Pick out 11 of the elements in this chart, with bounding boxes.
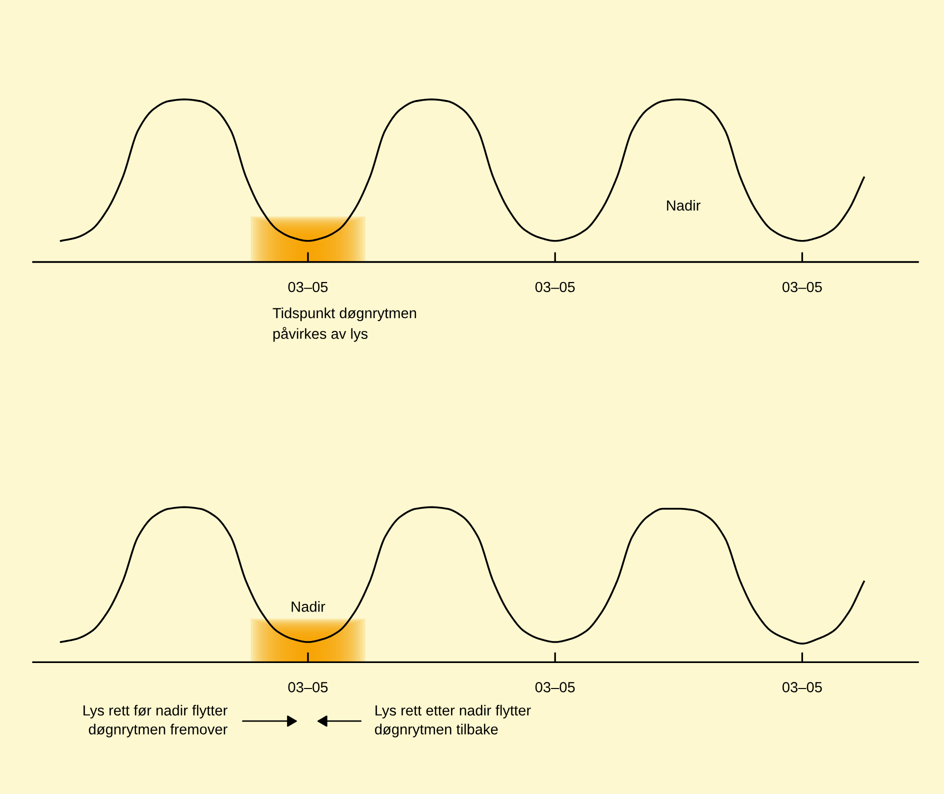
x-tick-label: 03–05 bbox=[288, 282, 328, 292]
text: Lys rett før nadir flytter døgnrytmen fremover bbox=[84, 704, 228, 738]
x-tick-label: 03–05 bbox=[288, 682, 328, 692]
annotation: Nadir bbox=[292, 601, 326, 612]
annotation: Nadir bbox=[667, 200, 700, 211]
x-tick-label: 03–05 bbox=[535, 682, 575, 692]
x-tick-label: 03–05 bbox=[782, 282, 822, 292]
x-tick-label: 03–05 bbox=[535, 282, 575, 292]
x-tick-label: 03–05 bbox=[782, 682, 822, 692]
text: Lys rett etter nadir flytter døgnrytmen tilbake bbox=[374, 704, 531, 738]
text: Tidspunkt døgnrytmen påvirkes av lys bbox=[272, 308, 416, 342]
